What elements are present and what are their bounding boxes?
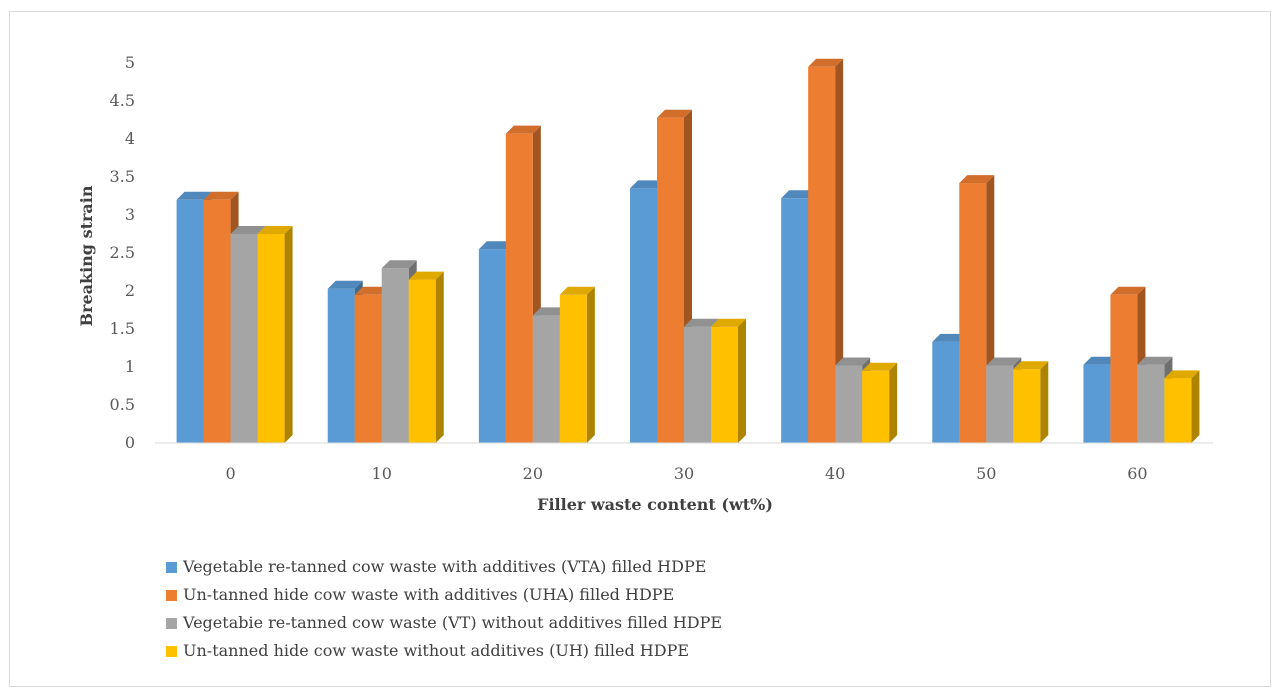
- y-tick-label: 2.5: [110, 243, 135, 262]
- x-tick-label: 40: [825, 464, 845, 483]
- y-axis-title: Breaking strain: [77, 185, 96, 326]
- x-axis-title: Filler waste content (wt%): [537, 495, 773, 514]
- x-tick-labels: 0 10 20 30 40 50 60: [225, 464, 1147, 483]
- bar: [711, 318, 746, 443]
- bar: [408, 271, 444, 443]
- legend: Vegetable re-tanned cow waste with addit…: [166, 557, 722, 660]
- bar: [559, 286, 595, 443]
- x-tick-label: 10: [372, 464, 392, 483]
- legend-label: Vegetable re-tanned cow waste with addit…: [182, 557, 706, 576]
- bar: [1164, 370, 1200, 443]
- legend-label: Vegetabie re-tanned cow waste (VT) witho…: [182, 613, 722, 632]
- y-tick-label: 3: [125, 205, 135, 224]
- y-tick-label: 4.5: [110, 91, 135, 110]
- legend-item: Vegetabie re-tanned cow waste (VT) witho…: [166, 613, 722, 632]
- x-tick-label: 0: [225, 464, 235, 483]
- y-tick-label: 3.5: [110, 167, 135, 186]
- y-tick-label: 0.5: [110, 395, 135, 414]
- bar: [862, 362, 898, 443]
- legend-item: Vegetable re-tanned cow waste with addit…: [166, 557, 706, 576]
- x-tick-label: 60: [1127, 464, 1147, 483]
- bar: [381, 260, 417, 443]
- y-tick-label: 0: [125, 433, 135, 452]
- legend-swatch: [166, 646, 177, 657]
- bars-layer: [176, 58, 1200, 444]
- legend-label: Un-tanned hide cow waste with additives …: [183, 585, 674, 604]
- legend-item: Un-tanned hide cow waste with additives …: [166, 585, 674, 604]
- x-tick-label: 30: [674, 464, 694, 483]
- y-tick-label: 1: [125, 357, 135, 376]
- x-tick-label: 20: [523, 464, 543, 483]
- y-tick-label: 2: [125, 281, 135, 300]
- chart-frame: [9, 11, 1271, 687]
- legend-item: Un-tanned hide cow waste without additiv…: [166, 641, 689, 660]
- x-tick-label: 50: [976, 464, 996, 483]
- legend-swatch: [166, 590, 177, 601]
- legend-swatch: [166, 562, 177, 573]
- y-tick-label: 1.5: [110, 319, 135, 338]
- y-tick-label: 5: [125, 53, 135, 72]
- legend-swatch: [166, 618, 177, 629]
- bar: [808, 58, 844, 444]
- bar: [1013, 361, 1049, 443]
- y-tick-labels: 0 0.5 1 1.5 2 2.5 3 3.5 4 4.5 5: [110, 53, 135, 452]
- legend-label: Un-tanned hide cow waste without additiv…: [183, 641, 689, 660]
- bar: [257, 226, 293, 443]
- y-tick-label: 4: [125, 129, 135, 148]
